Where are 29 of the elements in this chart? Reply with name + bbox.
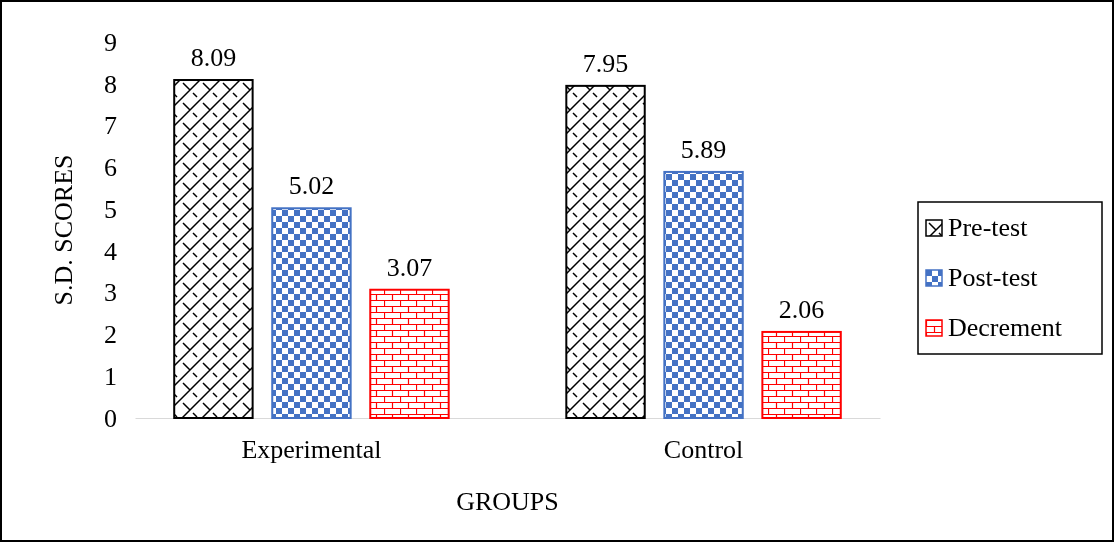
y-tick-label: 3 (104, 278, 117, 308)
y-tick-label: 4 (104, 236, 117, 266)
bar (565, 84, 646, 419)
x-tick-label: Control (663, 435, 744, 465)
bar (663, 170, 744, 419)
legend-label: Decrement (948, 313, 1063, 342)
data-label: 8.09 (190, 43, 237, 73)
y-tick-label: 6 (104, 153, 117, 183)
legend-label: Post-test (948, 263, 1039, 292)
data-label: 5.02 (288, 171, 335, 201)
bar (761, 330, 842, 419)
y-tick-label: 0 (104, 403, 117, 433)
y-tick-label: 2 (104, 320, 117, 350)
data-label: 2.06 (778, 294, 825, 324)
y-axis-title: S.D. SCORES (49, 154, 78, 306)
x-tick-label: Experimental (241, 435, 382, 465)
data-label: 7.95 (582, 48, 629, 78)
data-label: 3.07 (386, 252, 433, 282)
data-label: 5.89 (680, 134, 727, 164)
y-tick-label: 7 (104, 111, 117, 141)
y-tick-label: 9 (104, 27, 117, 57)
legend-label: Pre-test (948, 213, 1029, 242)
bar (369, 288, 450, 419)
y-tick-label: 1 (104, 362, 117, 392)
bar (271, 207, 352, 419)
x-axis-title: GROUPS (456, 487, 559, 516)
y-tick-label: 5 (104, 194, 117, 224)
y-tick-label: 8 (104, 69, 117, 99)
bar (173, 79, 254, 419)
